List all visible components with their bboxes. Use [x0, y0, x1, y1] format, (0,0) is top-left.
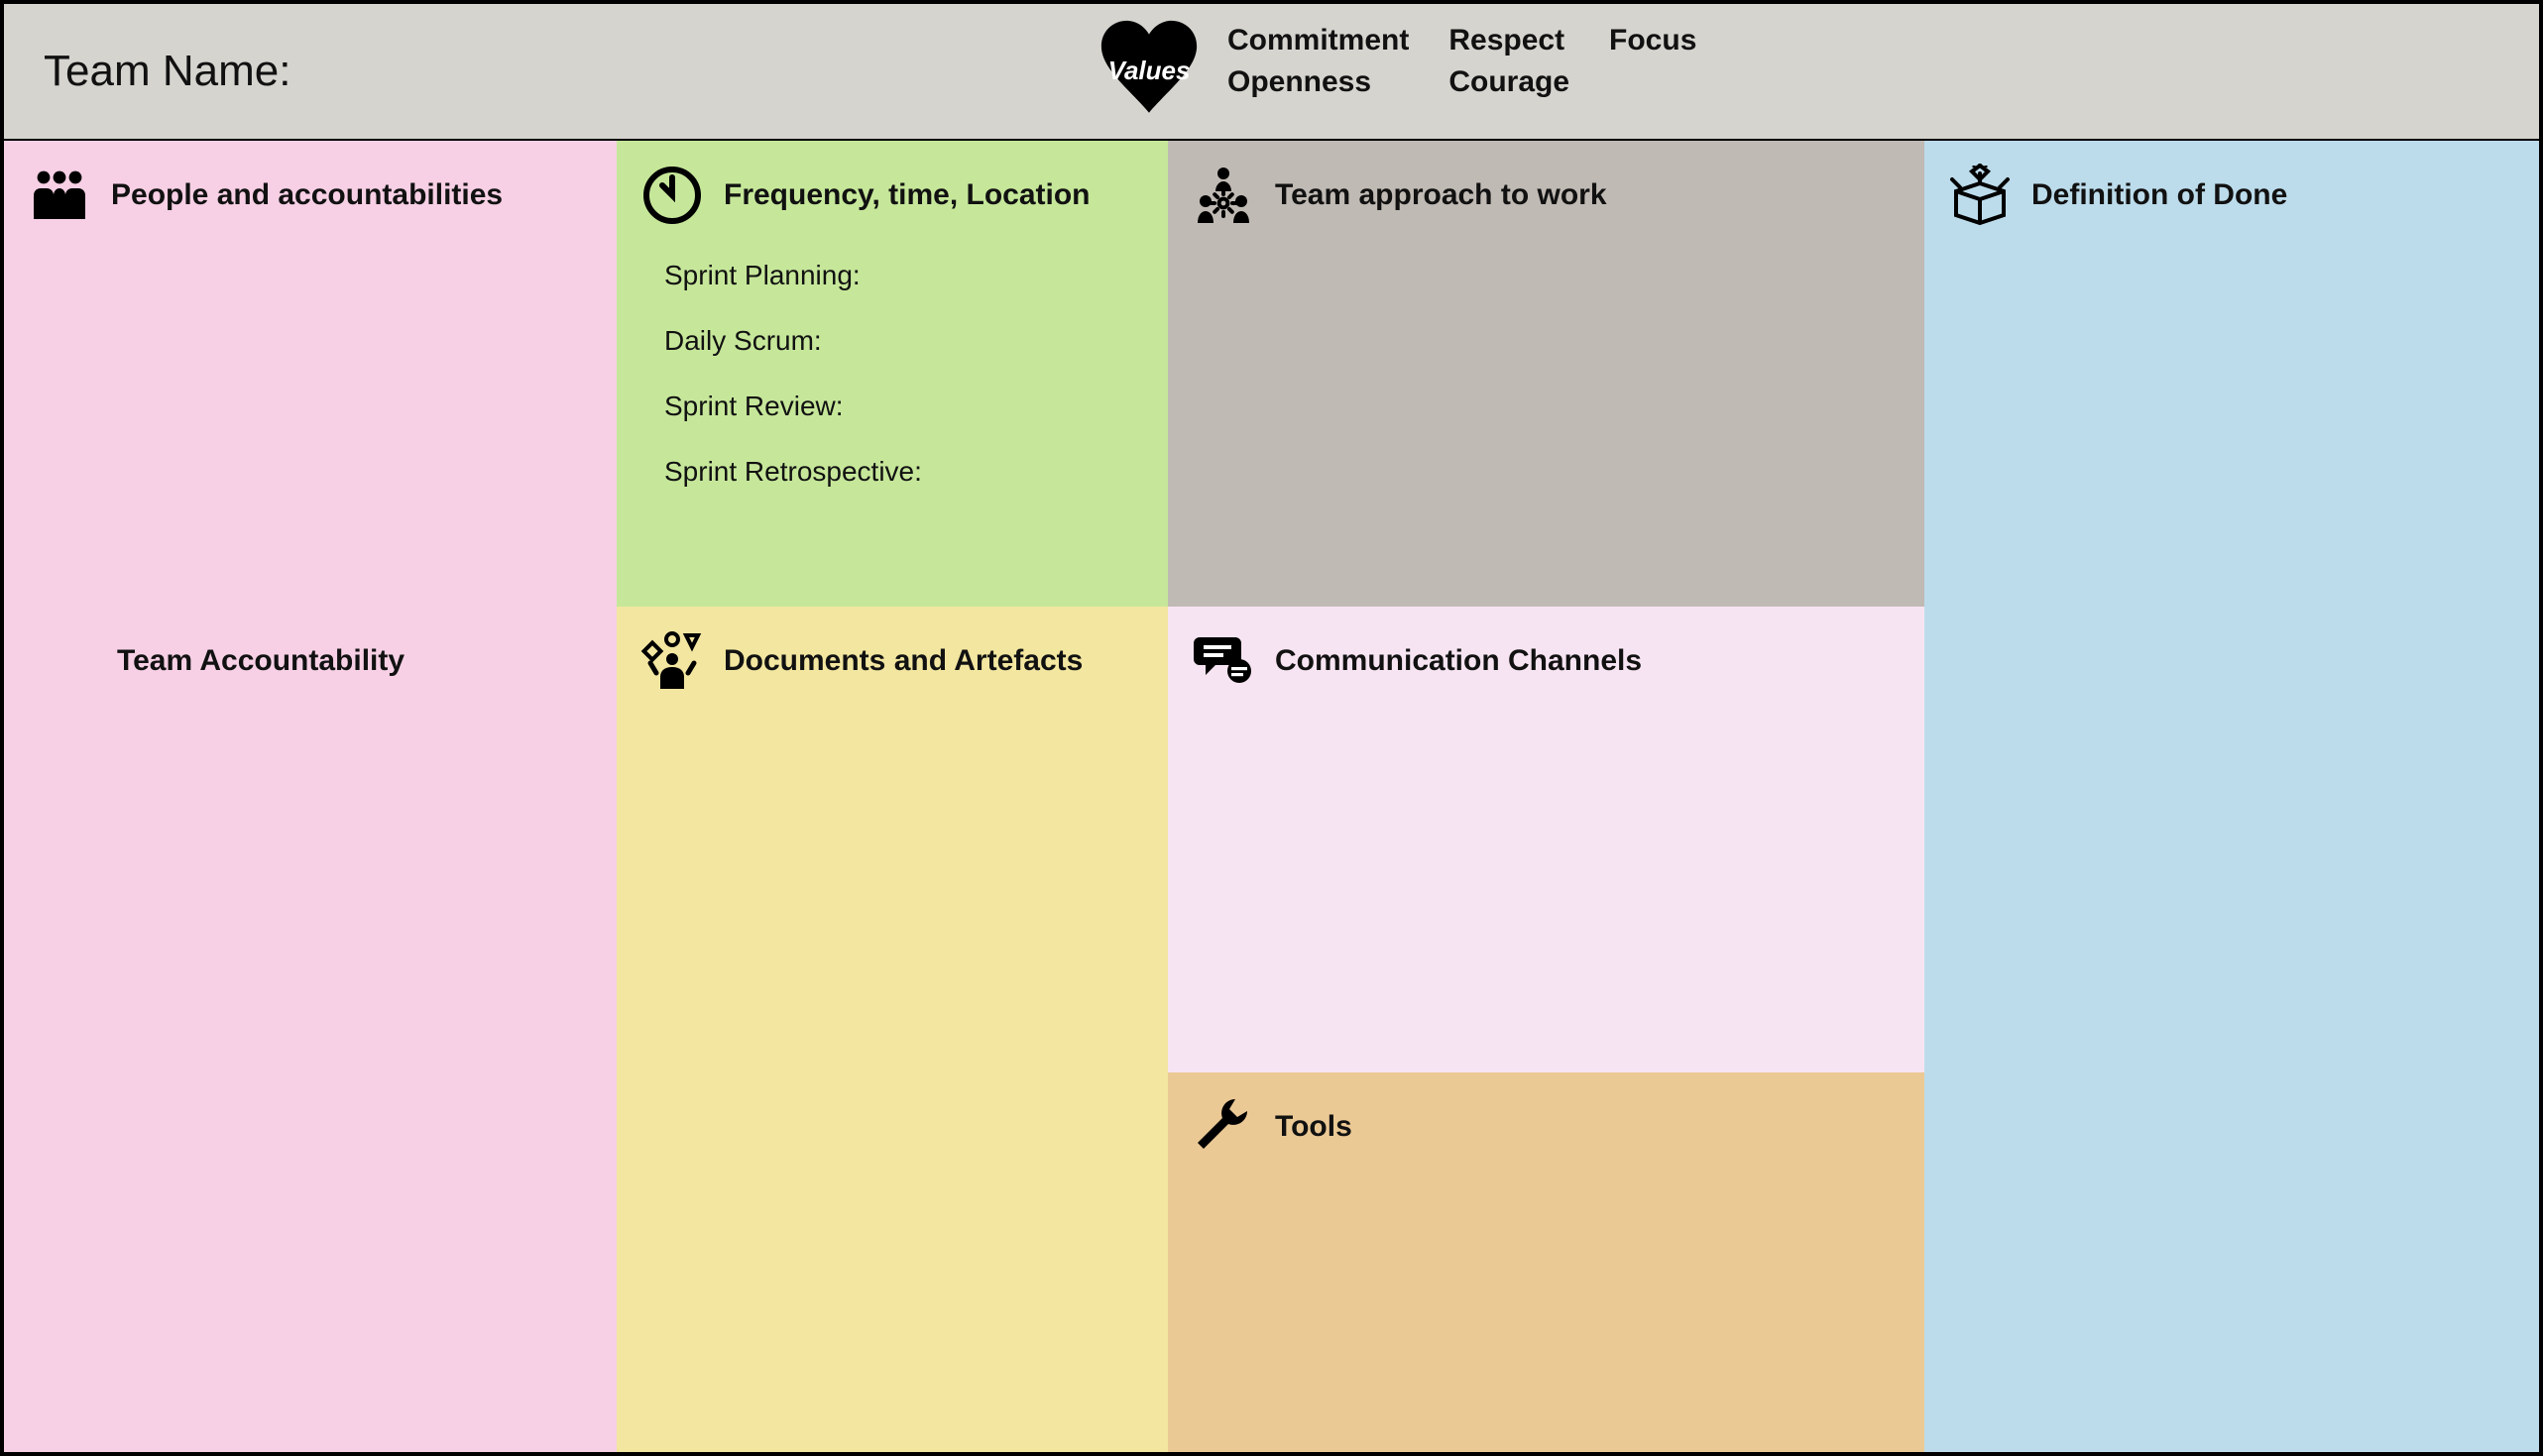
box-diamond-icon [1948, 164, 2012, 227]
event-item: Sprint Retrospective: [664, 456, 1138, 488]
team-canvas: Team Name: Values Commitment Respect Foc… [0, 0, 2543, 1456]
value-item [1609, 65, 1696, 99]
cell-header: People and accountabilities [28, 161, 587, 230]
cell-title: Documents and Artefacts [724, 644, 1083, 678]
header-bar: Team Name: Values Commitment Respect Foc… [4, 4, 2539, 141]
value-item: Focus [1609, 24, 1696, 57]
juggler-icon [640, 629, 704, 693]
cell-title: People and accountabilities [111, 178, 503, 212]
cell-header: Frequency, time, Location [640, 161, 1138, 230]
cell-documents: Documents and Artefacts [617, 607, 1168, 1452]
people-icon [28, 164, 91, 227]
values-heart-label: Values [1095, 56, 1204, 86]
clock-icon [640, 164, 704, 227]
cell-title: Definition of Done [2031, 178, 2287, 212]
value-item: Commitment [1227, 24, 1409, 57]
cell-title: Team Accountability [117, 644, 405, 678]
team-gear-icon [1192, 164, 1255, 227]
cell-header: Team Accountability [28, 626, 587, 696]
value-item: Respect [1448, 24, 1569, 57]
value-item: Openness [1227, 65, 1409, 99]
cell-title: Frequency, time, Location [724, 178, 1091, 212]
team-name-label: Team Name: [44, 47, 290, 96]
event-item: Daily Scrum: [664, 325, 1138, 357]
cell-header: Team approach to work [1192, 161, 1895, 230]
cell-title: Tools [1275, 1110, 1352, 1144]
cell-accountability: Team Accountability [4, 607, 617, 1452]
cell-title: Communication Channels [1275, 644, 1642, 678]
cell-people: People and accountabilities [4, 141, 617, 607]
values-list: Commitment Respect Focus Openness Courag… [1227, 14, 1696, 99]
cell-frequency: Frequency, time, Location Sprint Plannin… [617, 141, 1168, 607]
chat-icon [1192, 629, 1255, 693]
cell-tools: Tools [1168, 1072, 1924, 1452]
cell-approach: Team approach to work [1168, 141, 1924, 607]
values-block: Values Commitment Respect Focus Openness… [1095, 14, 1696, 123]
cell-header: Definition of Done [1948, 161, 2509, 230]
cell-body: Sprint Planning: Daily Scrum: Sprint Rev… [640, 230, 1138, 488]
event-item: Sprint Planning: [664, 260, 1138, 291]
event-item: Sprint Review: [664, 391, 1138, 422]
value-item: Courage [1448, 65, 1569, 99]
values-heart: Values [1095, 14, 1204, 123]
canvas-body: People and accountabilities Team Account… [4, 141, 2539, 1452]
wrench-icon [1192, 1095, 1255, 1159]
cell-header: Communication Channels [1192, 626, 1895, 696]
cell-comms: Communication Channels [1168, 607, 1924, 1072]
cell-dod: Definition of Done [1924, 141, 2539, 1452]
cell-header: Tools [1192, 1092, 1895, 1162]
cell-header: Documents and Artefacts [640, 626, 1138, 696]
heart-icon [1095, 110, 1204, 127]
cell-title: Team approach to work [1275, 178, 1607, 212]
